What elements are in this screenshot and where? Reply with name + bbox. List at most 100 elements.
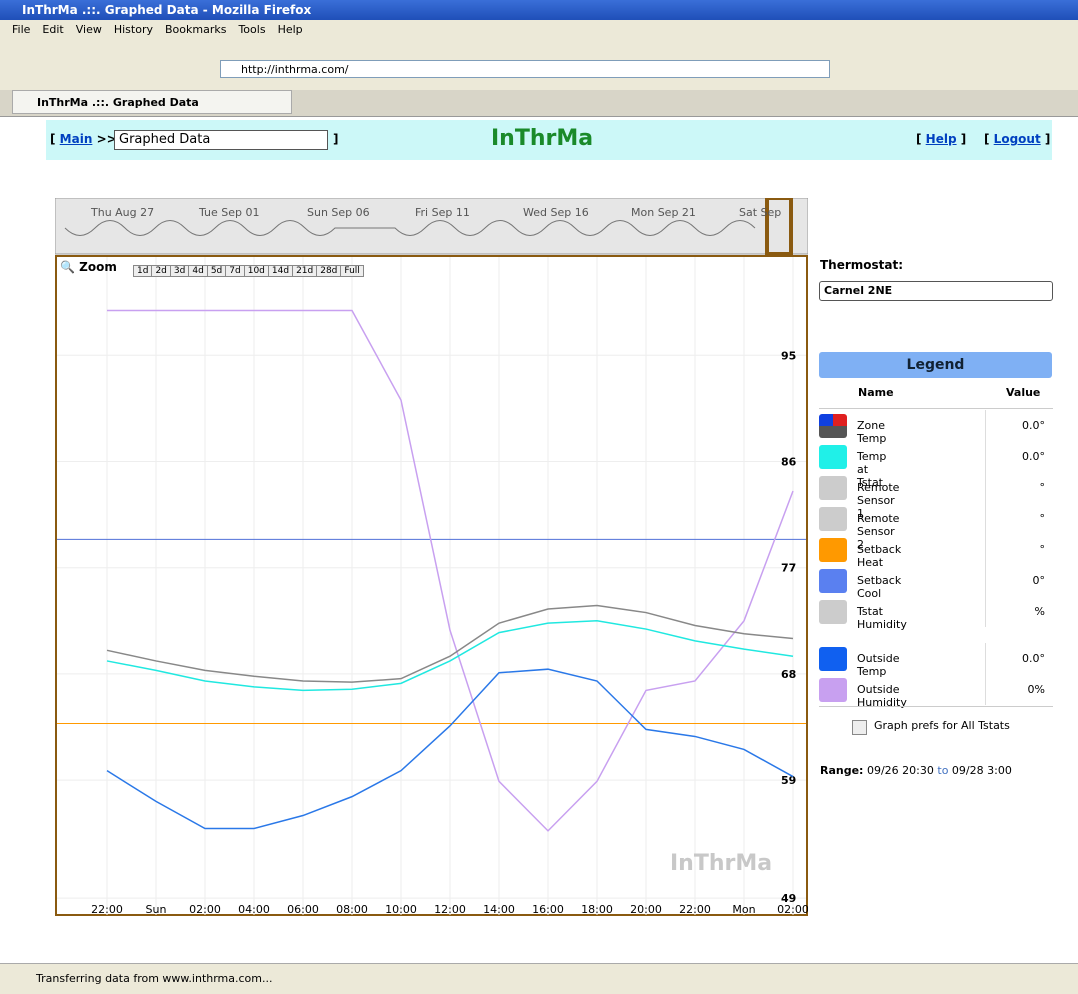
legend-value: 0% [1027, 683, 1045, 696]
legend-swatch [819, 445, 847, 469]
navigator-label: Tue Sep 01 [198, 206, 260, 219]
legend-divider [985, 565, 986, 596]
logout: [ Logout ] [984, 132, 1050, 146]
prefs-checkbox[interactable] [852, 720, 867, 735]
chart-frame [55, 255, 808, 916]
value-header: Value [1006, 386, 1041, 399]
zoom-button[interactable]: 3d [169, 265, 190, 277]
series-line [106, 668, 794, 830]
range-label: Range: [820, 764, 864, 777]
legend-swatch [819, 414, 847, 438]
legend-value: ° [1039, 512, 1046, 525]
legend-name: Setback Cool [857, 574, 902, 600]
x-tick-label: 20:00 [630, 903, 662, 916]
navigator-window[interactable] [765, 198, 793, 255]
zoom-button[interactable]: 21d [292, 265, 318, 277]
navigator-bg [55, 198, 808, 255]
series-line [107, 309, 794, 832]
x-tick-label: Sun [146, 903, 167, 916]
thermostat-label: Thermostat: [820, 258, 904, 272]
title-bar: InThrMa .::. Graphed Data - Mozilla Fire… [0, 0, 1078, 20]
zoom-button[interactable]: 28d [316, 265, 342, 277]
zoom-text: Zoom [79, 260, 117, 274]
thermostat-select[interactable]: Carnel 2NE [819, 281, 1053, 301]
menu-item[interactable]: File [12, 23, 31, 36]
range-to: 09/28 3:00 [951, 764, 1012, 777]
legend-divider [985, 503, 986, 534]
name-header: Name [858, 386, 894, 399]
address-bar[interactable]: http://inthrma.com/ [220, 60, 830, 78]
page-select[interactable]: Graphed Data [114, 130, 328, 150]
legend-swatch [819, 600, 847, 624]
legend-divider [985, 441, 986, 472]
legend-name: Outside Humidity [857, 683, 907, 709]
x-tick-label: 18:00 [581, 903, 613, 916]
x-tick-label: 08:00 [336, 903, 368, 916]
menu-item[interactable]: Help [277, 23, 303, 36]
x-tick-label: 06:00 [287, 903, 319, 916]
x-tick-label: 22:00 [679, 903, 711, 916]
navigator-label: Wed Sep 16 [523, 206, 589, 219]
header-left: [ Main >> [50, 132, 117, 146]
zoom-button[interactable]: 10d [243, 265, 269, 277]
legend-name: Remote Sensor 1 [857, 481, 900, 520]
legend-rule [819, 706, 1053, 707]
legend-value: 0.0° [1022, 450, 1045, 463]
range: Range: 09/26 20:30 to 09/28 3:00 [820, 764, 1012, 777]
logout-link[interactable]: Logout [993, 132, 1041, 146]
prefs-label: Graph prefs for All Tstats [874, 719, 1010, 732]
zoom-label: 🔍 Zoom [60, 260, 117, 274]
zoom-button[interactable]: 2d [151, 265, 171, 277]
legend-divider [985, 643, 986, 674]
help-link[interactable]: Help [925, 132, 957, 146]
x-tick-label: 02:00 [189, 903, 221, 916]
status-bar: Transferring data from www.inthrma.com..… [0, 963, 1078, 994]
y-tick-label: 86 [781, 456, 797, 469]
zoom-button[interactable]: 14d [267, 265, 294, 277]
status-text: Transferring data from www.inthrma.com..… [36, 972, 273, 985]
navigator: Thu Aug 27 Tue Sep 01 Sun Sep 06 Fri Sep 11… [55, 198, 808, 255]
series-line [106, 620, 794, 692]
zoom-button[interactable]: Full [340, 265, 364, 277]
legend-value: 0.0° [1022, 419, 1045, 432]
main-link[interactable]: Main [59, 132, 93, 146]
series-line [106, 604, 794, 683]
zoom-button[interactable]: 7d [225, 265, 245, 277]
menu-item[interactable]: Edit [42, 23, 64, 36]
tab[interactable]: InThrMa .::. Graphed Data [12, 90, 292, 114]
legend-swatch [819, 538, 847, 562]
x-tick-label: 22:00 [91, 903, 123, 916]
watermark: InThrMa [670, 851, 772, 876]
legend-value: 0.0° [1022, 652, 1045, 665]
navigator-label: Fri Sep 11 [415, 206, 470, 219]
legend-name: Zone Temp [857, 419, 887, 445]
legend-value: ° [1039, 543, 1046, 556]
range-to-word: to [937, 764, 949, 777]
menu-item[interactable]: History [113, 23, 153, 36]
y-tick-label: 95 [781, 349, 796, 362]
x-tick-label: 10:00 [385, 903, 417, 916]
legend-name: Setback Heat [857, 543, 902, 569]
zoom-button[interactable]: 4d [188, 265, 208, 277]
legend-divider [985, 534, 986, 565]
menu-item[interactable]: View [75, 23, 102, 36]
menu-item[interactable]: Tools [238, 23, 266, 36]
bracket: [ [984, 132, 990, 146]
x-tick-label: 16:00 [532, 903, 564, 916]
legend-rule [819, 408, 1053, 409]
window-title: InThrMa .::. Graphed Data - Mozilla Fire… [22, 3, 312, 17]
legend-divider [985, 596, 986, 627]
legend-divider [985, 472, 986, 503]
menu-item[interactable]: Bookmarks [164, 23, 227, 36]
x-tick-label: 14:00 [483, 903, 515, 916]
legend-value: ° [1039, 481, 1046, 494]
zoom-button[interactable]: 5d [206, 265, 227, 277]
legend-value: % [1034, 605, 1045, 618]
bracket: [ [916, 132, 922, 146]
bracket: [ [50, 132, 56, 146]
y-tick-label: 77 [781, 562, 796, 575]
zoom-button[interactable]: 1d [133, 265, 153, 277]
chart: InThrMa 95 86 77 68 59 49 22:00 Sun 02:00 04:00 06… [55, 255, 808, 916]
menu-bar: File Edit View History Bookmarks Tools Help [0, 20, 1078, 40]
